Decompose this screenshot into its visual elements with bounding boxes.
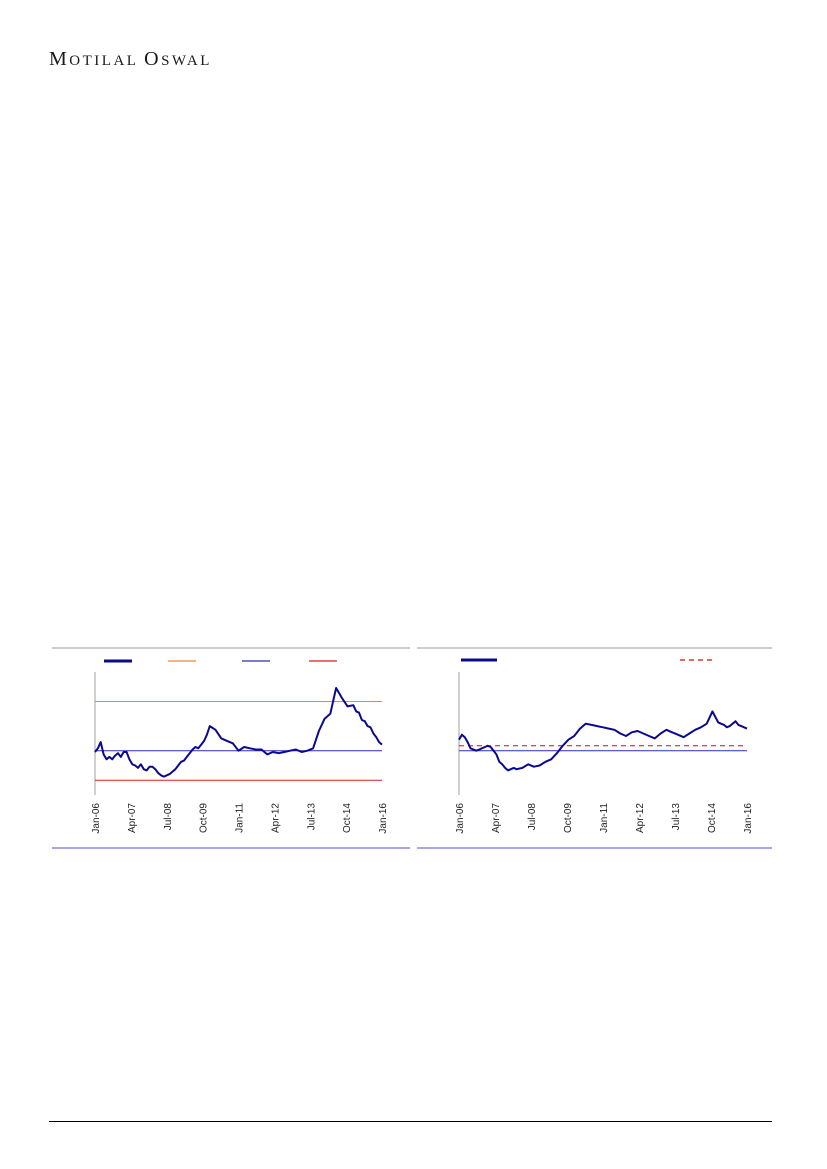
valuation-chart-right: Jan-06 Apr-07 Jul-08 Oct-09 Jan-11 Apr-12 Jul-… xyxy=(417,640,772,850)
x-tick-label: Apr-07 xyxy=(127,803,138,833)
x-tick-label: Jan-16 xyxy=(378,803,389,834)
brand-initial-m: M xyxy=(49,48,70,70)
x-tick-label: Oct-09 xyxy=(563,803,574,833)
x-tick-label: Oct-14 xyxy=(342,803,353,833)
series-line-1 xyxy=(94,687,383,778)
x-tick-label: Jan-06 xyxy=(91,803,102,834)
footer-rule xyxy=(49,1121,772,1122)
brand-word-1: OTILAL xyxy=(69,53,138,69)
x-tick-label: Jan-06 xyxy=(455,803,466,834)
x-tick-label: Jan-16 xyxy=(743,803,754,834)
brand-logo: MOTILAL OSWAL xyxy=(49,48,212,71)
x-tick-label: Jul-08 xyxy=(527,803,538,831)
series-line-1 xyxy=(458,710,748,772)
x-tick-label: Oct-14 xyxy=(707,803,718,833)
brand-word-2: SWAL xyxy=(161,53,212,69)
x-tick-label: Oct-09 xyxy=(199,803,210,833)
x-tick-label: Jan-11 xyxy=(235,803,246,833)
x-tick-label: Jan-11 xyxy=(599,803,610,833)
chart-right-svg: Jan-06 Apr-07 Jul-08 Oct-09 Jan-11 Apr-12 Jul-… xyxy=(417,647,772,849)
brand-initial-o: O xyxy=(144,48,162,70)
chart-left-svg: Jan-06 Apr-07 Jul-08 Oct-09 Jan-11 Apr-12 Jul-… xyxy=(52,647,410,849)
x-tick-label: Apr-12 xyxy=(635,803,646,833)
x-tick-label: Apr-12 xyxy=(270,803,281,833)
x-tick-label: Jul-13 xyxy=(306,803,317,831)
x-tick-label: Jul-08 xyxy=(163,803,174,831)
x-tick-label: Jul-13 xyxy=(671,803,682,831)
x-tick-label: Apr-07 xyxy=(491,803,502,833)
valuation-chart-left: Jan-06 Apr-07 Jul-08 Oct-09 Jan-11 Apr-12 Jul-… xyxy=(52,640,410,850)
